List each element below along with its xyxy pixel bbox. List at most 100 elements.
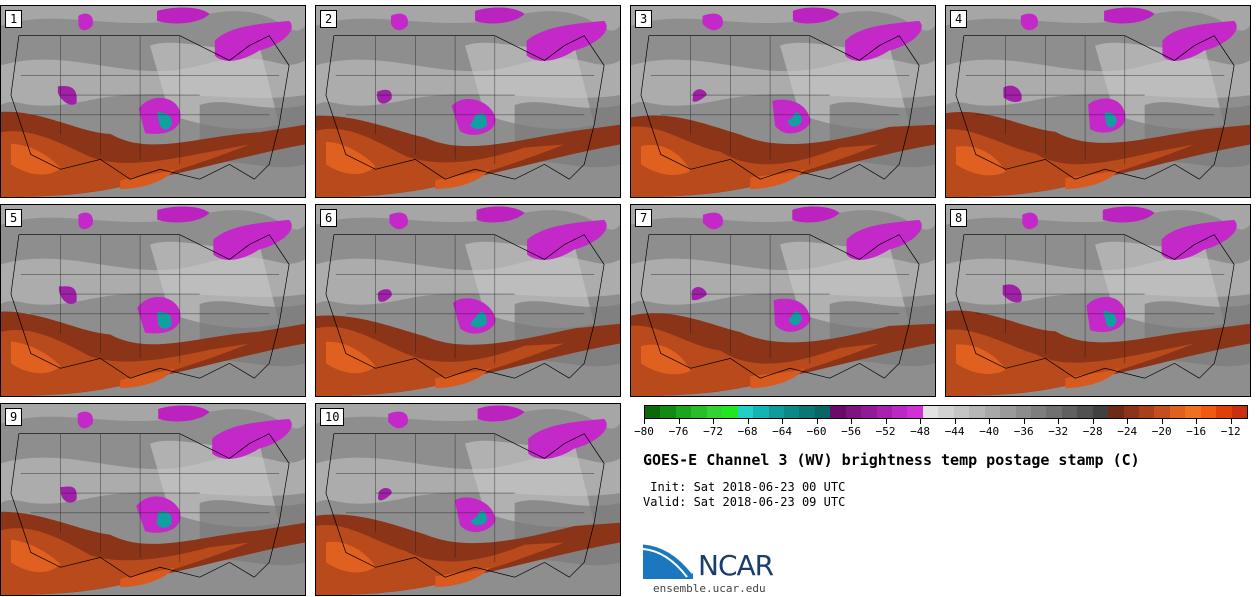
map-panel-1: 1 bbox=[0, 5, 306, 198]
colorbar-tick bbox=[644, 419, 645, 424]
colorbar-swatch bbox=[1154, 406, 1170, 418]
map-panel-8: 8 bbox=[945, 204, 1251, 397]
colorbar-tick bbox=[885, 419, 887, 424]
colorbar-tick-label: −40 bbox=[979, 425, 1000, 438]
colorbar-tick-label: −64 bbox=[772, 425, 792, 438]
colorbar-swatch bbox=[675, 406, 692, 418]
colorbar-tick-label: −16 bbox=[1186, 425, 1207, 438]
colorbar-swatch bbox=[876, 406, 892, 418]
colorbar-tick bbox=[989, 419, 991, 424]
colorbar-swatch bbox=[1077, 406, 1093, 418]
colorbar-swatch bbox=[722, 406, 738, 418]
colorbar-tick bbox=[1127, 419, 1129, 424]
map-image bbox=[316, 205, 620, 396]
valid-time: Valid: Sat 2018-06-23 09 UTC bbox=[643, 495, 846, 509]
map-panel-6: 6 bbox=[315, 204, 621, 397]
colorbar-tick bbox=[1230, 419, 1232, 424]
colorbar-tick-label: −52 bbox=[875, 425, 896, 438]
colorbar-swatch bbox=[1169, 406, 1186, 418]
colorbar-swatch bbox=[1185, 406, 1201, 418]
map-image bbox=[946, 6, 1250, 197]
map-image bbox=[1, 205, 305, 396]
colorbar-swatch bbox=[922, 406, 939, 418]
panel-label: 6 bbox=[320, 209, 338, 227]
colorbar-swatch bbox=[645, 406, 661, 418]
colorbar-swatch bbox=[938, 406, 954, 418]
colorbar-swatch bbox=[1216, 406, 1232, 418]
colorbar-tick-label: −32 bbox=[1048, 425, 1069, 438]
map-image bbox=[631, 6, 935, 197]
colorbar-swatch bbox=[1108, 406, 1124, 418]
map-image bbox=[316, 404, 620, 595]
colorbar-swatch bbox=[907, 406, 923, 418]
map-panel-9: 9 bbox=[0, 403, 306, 596]
colorbar-swatch bbox=[1231, 406, 1248, 418]
ncar-logo-text: NCAR bbox=[698, 549, 774, 582]
colorbar-tick bbox=[851, 419, 853, 424]
map-image bbox=[946, 205, 1250, 396]
colorbar-tick-label: −68 bbox=[737, 425, 758, 438]
colorbar-swatch bbox=[706, 406, 723, 418]
panel-label: 2 bbox=[320, 10, 338, 28]
colorbar-swatch bbox=[737, 406, 754, 418]
colorbar-tick bbox=[1196, 419, 1198, 424]
colorbar-tick bbox=[1092, 419, 1094, 424]
colorbar-swatch bbox=[814, 406, 831, 418]
panel-label: 1 bbox=[5, 10, 23, 28]
colorbar-tick-label: −56 bbox=[841, 425, 862, 438]
colorbar-tick bbox=[954, 419, 956, 424]
map-panel-4: 4 bbox=[945, 5, 1251, 198]
colorbar-tick bbox=[1058, 419, 1060, 424]
map-panel-3: 3 bbox=[630, 5, 936, 198]
colorbar-swatch bbox=[783, 406, 800, 418]
map-image bbox=[1, 404, 305, 595]
colorbar-tick bbox=[678, 419, 680, 424]
colorbar-tick-label: −76 bbox=[668, 425, 689, 438]
colorbar-swatch bbox=[753, 406, 769, 418]
colorbar-swatch bbox=[984, 406, 1001, 418]
colorbar-tick-label: −48 bbox=[910, 425, 931, 438]
map-panel-5: 5 bbox=[0, 204, 306, 397]
colorbar-tick bbox=[747, 419, 749, 424]
colorbar-swatch bbox=[1000, 406, 1016, 418]
colorbar-swatch bbox=[1046, 406, 1062, 418]
colorbar-swatch bbox=[1030, 406, 1047, 418]
map-panel-10: 10 bbox=[315, 403, 621, 596]
panel-label: 3 bbox=[635, 10, 653, 28]
colorbar-tick bbox=[1161, 419, 1163, 424]
panel-label: 4 bbox=[950, 10, 968, 28]
colorbar-swatch bbox=[768, 406, 784, 418]
colorbar-tick-label: −24 bbox=[1117, 425, 1138, 438]
colorbar-swatch bbox=[845, 406, 862, 418]
colorbar-swatch bbox=[1139, 406, 1155, 418]
colorbar-tick bbox=[713, 419, 715, 424]
ncar-logo-icon bbox=[643, 541, 695, 579]
colorbar-tick bbox=[816, 419, 818, 424]
colorbar-swatch bbox=[969, 406, 985, 418]
panel-label: 8 bbox=[950, 209, 968, 227]
colorbar-tick-label: −72 bbox=[703, 425, 723, 438]
colorbar-swatch bbox=[799, 406, 815, 418]
colorbar-swatch bbox=[1200, 406, 1217, 418]
colorbar-tick bbox=[782, 419, 784, 424]
panel-label: 9 bbox=[5, 408, 23, 426]
map-panel-2: 2 bbox=[315, 5, 621, 198]
figure-title: GOES-E Channel 3 (WV) brightness temp po… bbox=[643, 451, 1140, 469]
colorbar bbox=[644, 405, 1248, 419]
colorbar-tick-label: −36 bbox=[1013, 425, 1034, 438]
colorbar-swatch bbox=[830, 406, 846, 418]
map-image bbox=[316, 6, 620, 197]
colorbar-tick-label: −44 bbox=[944, 425, 965, 438]
init-time: Init: Sat 2018-06-23 00 UTC bbox=[643, 480, 846, 494]
colorbar-tick bbox=[920, 419, 922, 424]
panel-label: 7 bbox=[635, 209, 653, 227]
colorbar-tick-label: −12 bbox=[1220, 425, 1241, 438]
colorbar-swatch bbox=[892, 406, 908, 418]
panel-label: 5 bbox=[5, 209, 23, 227]
map-panel-7: 7 bbox=[630, 204, 936, 397]
colorbar-swatch bbox=[1123, 406, 1139, 418]
site-url: ensemble.ucar.edu bbox=[653, 582, 766, 595]
colorbar-tick-label: −20 bbox=[1151, 425, 1172, 438]
map-image bbox=[1, 6, 305, 197]
colorbar-swatch bbox=[691, 406, 707, 418]
